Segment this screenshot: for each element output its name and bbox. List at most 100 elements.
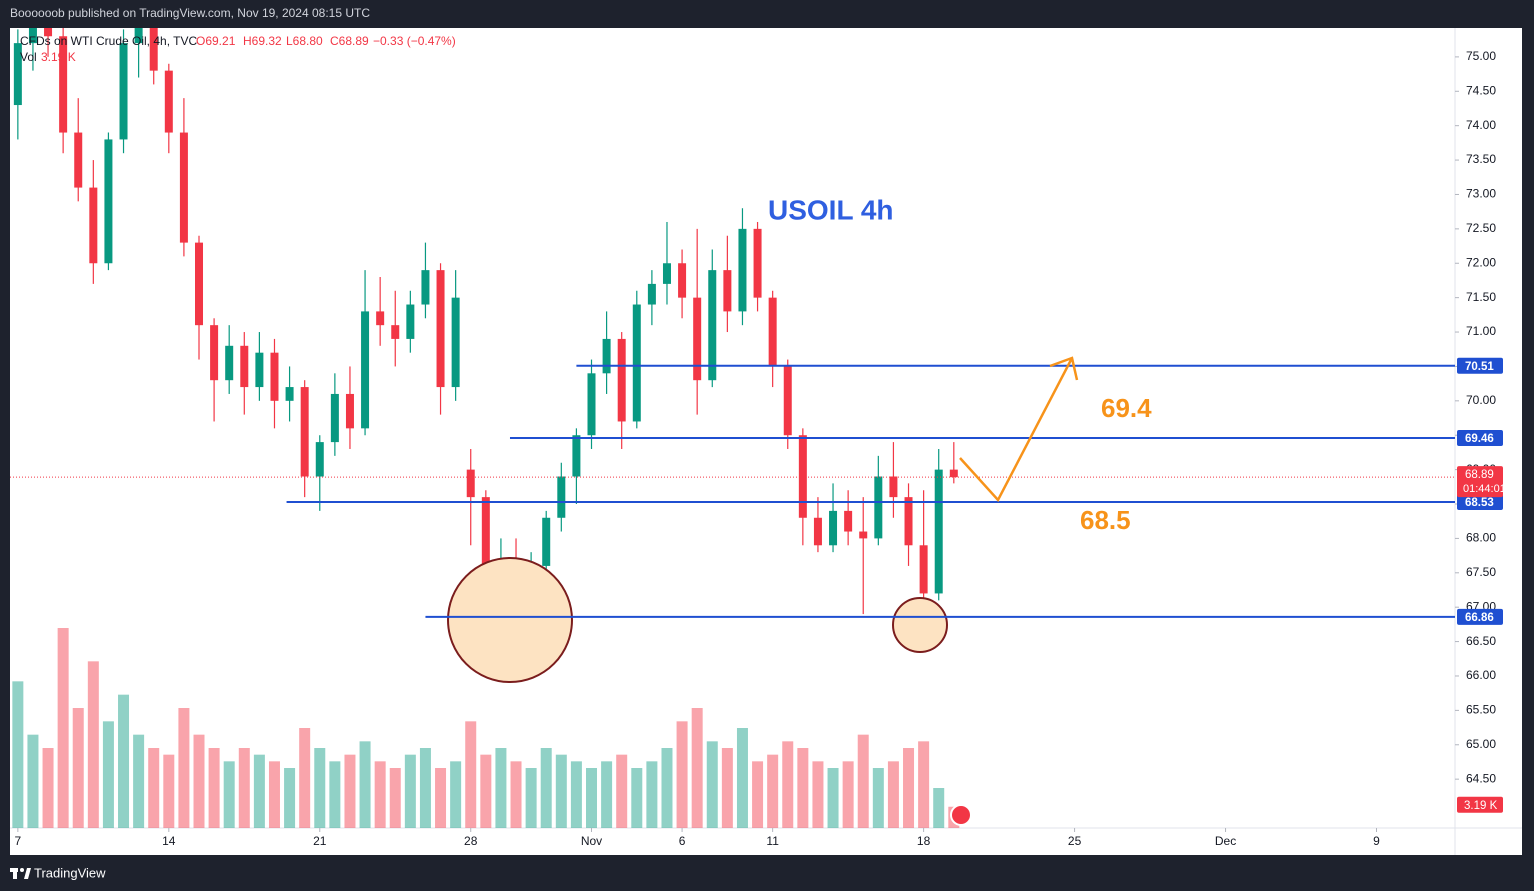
volume-bar	[465, 721, 477, 828]
volume-bar	[706, 741, 718, 828]
volume-bar	[842, 761, 854, 828]
candle-body	[693, 297, 702, 381]
volume-bar	[631, 768, 643, 828]
volume-bar	[782, 741, 794, 828]
legend-symbol: CFDs on WTI Crude Oil, 4h, TVC	[20, 34, 197, 48]
legend-low: L68.80	[286, 34, 323, 48]
chart-background	[10, 28, 1522, 855]
volume-bar	[601, 761, 613, 828]
y-tick-label: 73.50	[1466, 152, 1496, 166]
level-badge	[1457, 608, 1503, 625]
logo	[10, 868, 31, 879]
y-tick-label: 66.00	[1466, 668, 1496, 682]
candle-body	[285, 387, 294, 401]
volume-bar	[721, 748, 733, 828]
candle-body	[874, 476, 883, 539]
volume-bar	[555, 754, 567, 828]
volume-bar	[389, 768, 401, 828]
volume-bar	[736, 728, 748, 828]
candle-body	[889, 476, 898, 498]
candle-body	[783, 366, 792, 436]
volume-legend-value: 3.19 K	[41, 50, 76, 64]
volume-bar	[253, 754, 265, 828]
volume-bar	[933, 788, 945, 828]
volume-bar	[178, 708, 190, 828]
volume-bar	[133, 734, 145, 828]
candle-body	[602, 338, 611, 374]
candle-body	[44, 28, 53, 37]
volume-bar	[208, 748, 220, 828]
volume-bar	[163, 754, 175, 828]
candle-body	[542, 517, 551, 566]
volume-bar	[57, 628, 69, 828]
candle-body	[798, 435, 807, 518]
highlight-circle	[447, 557, 573, 683]
candle-body	[949, 469, 958, 478]
volume-bar	[480, 754, 492, 828]
x-tick-label: 14	[162, 834, 176, 848]
candle-body	[466, 469, 475, 498]
volume-bar	[691, 708, 703, 828]
candle-body	[300, 387, 309, 477]
candle-body	[662, 263, 671, 284]
volume-bar	[329, 761, 341, 828]
candle-body	[134, 28, 143, 44]
candle-body	[813, 517, 822, 546]
candle-body	[164, 70, 173, 133]
candle-body	[119, 43, 128, 140]
volume-badge	[1457, 796, 1503, 813]
annotation: 68.5	[1080, 505, 1131, 535]
volume-bar	[540, 748, 552, 828]
volume-bar	[118, 694, 130, 828]
x-tick-label: 7	[15, 834, 22, 848]
y-tick-label: 75.00	[1466, 49, 1496, 63]
volume-bar	[268, 761, 280, 828]
candle-body	[104, 139, 113, 264]
candle-body	[617, 338, 626, 422]
level-label: 68.53	[1465, 497, 1494, 509]
event-icon[interactable]	[950, 804, 972, 826]
y-tick-label: 71.00	[1466, 324, 1496, 338]
candle-body	[149, 28, 158, 71]
volume-bar	[404, 754, 416, 828]
y-tick-label: 64.50	[1466, 771, 1496, 785]
candle-body	[904, 497, 913, 546]
candle-body	[557, 476, 566, 518]
candle-body	[436, 270, 445, 388]
legend-open: O69.21	[196, 34, 236, 48]
legend-close: C68.89	[330, 34, 369, 48]
volume-bar	[857, 734, 869, 828]
candle-body	[934, 469, 943, 594]
candle-body	[391, 325, 400, 339]
volume-bar	[359, 741, 371, 828]
chart-title: USOIL 4h	[768, 194, 894, 225]
level-label: 66.86	[1465, 612, 1494, 624]
volume-bar	[344, 754, 356, 828]
publisher: Boooooob published on TradingView.com, N…	[10, 6, 370, 20]
y-tick-label: 72.50	[1466, 221, 1496, 235]
volume-legend: Vol	[20, 50, 37, 64]
candle-body	[723, 270, 732, 312]
projection-arrow	[959, 357, 1074, 503]
candle-body	[255, 352, 264, 388]
x-tick-label: 6	[679, 834, 686, 848]
legend-high: H69.32	[243, 34, 282, 48]
candle-body	[361, 311, 370, 429]
volume-bar	[676, 721, 688, 828]
candle-body	[195, 242, 204, 326]
volume-bar	[525, 768, 537, 828]
volume-bar	[646, 761, 658, 828]
volume-bar	[872, 768, 884, 828]
volume-bar	[887, 761, 899, 828]
overlay	[286, 364, 1455, 618]
volume-bar	[148, 748, 160, 828]
volume-bar	[661, 748, 673, 828]
candle-body	[587, 373, 596, 436]
candle-body	[829, 510, 838, 546]
x-tick-label: Nov	[581, 834, 602, 848]
level-badge	[1457, 493, 1503, 510]
candle-body	[179, 132, 188, 243]
volume-bar	[27, 734, 39, 828]
